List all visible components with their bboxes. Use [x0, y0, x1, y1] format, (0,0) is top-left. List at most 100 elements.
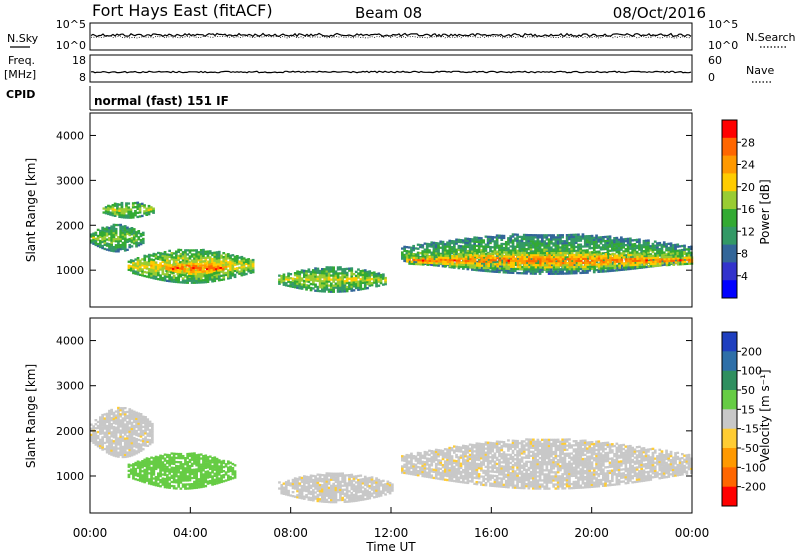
power-echo-cell — [577, 247, 580, 250]
velocity-echo-cell — [132, 465, 135, 468]
power-echo-cell — [453, 242, 456, 245]
power-echo-cell — [633, 249, 637, 252]
power-echo-cell — [152, 258, 156, 262]
power-echo-cell — [640, 244, 643, 247]
power-echo-cell — [450, 250, 454, 253]
velocity-echo-cell — [143, 470, 147, 474]
power-echo-cell — [379, 278, 383, 281]
power-echo-cell — [233, 275, 237, 279]
velocity-echo-cell — [103, 431, 107, 434]
power-echo-cell — [543, 260, 547, 263]
power-echo-cell — [192, 262, 195, 265]
velocity-echo-cell — [150, 482, 153, 486]
power-echo-cell — [660, 249, 664, 252]
power-echo-cell — [631, 243, 634, 246]
power-echo-cell — [629, 267, 632, 271]
power-echo-cell — [485, 266, 488, 270]
power-echo-cell — [110, 235, 113, 238]
power-echo-cell — [607, 265, 610, 268]
power-echo-cell — [602, 244, 605, 247]
power-echo-cell — [631, 259, 635, 263]
power-echo-cell — [495, 254, 499, 257]
power-echo-cell — [491, 267, 495, 270]
power-echo-cell — [110, 241, 113, 244]
power-echo-cell — [561, 270, 564, 273]
velocity-echo-cell — [152, 481, 156, 484]
power-echo-cell — [90, 233, 93, 236]
power-echo-cell — [638, 261, 642, 264]
power-echo-cell — [451, 261, 454, 264]
velocity-echo-cell — [186, 463, 189, 466]
power-echo-cell — [543, 256, 547, 259]
power-echo-cell — [584, 257, 588, 260]
power-echo-cell — [188, 279, 192, 282]
power-echo-cell — [96, 244, 100, 248]
power-echo-cell — [665, 259, 669, 263]
power-echo-cell — [325, 272, 329, 275]
power-echo-cell — [469, 258, 472, 261]
velocity-echo-cell — [151, 427, 154, 430]
power-echo-cell — [217, 254, 221, 258]
velocity-echo-cell — [92, 441, 95, 444]
power-echo-cell — [503, 259, 506, 262]
power-echo-cell — [530, 262, 533, 265]
power-echo-cell — [466, 239, 470, 242]
power-echo-cell — [157, 269, 160, 273]
power-echo-cell — [507, 259, 511, 262]
power-echo-cell — [125, 208, 128, 211]
velocity-echo-cell — [179, 475, 183, 478]
velocity-echo-cell — [163, 457, 167, 460]
power-echo-cell — [172, 256, 176, 259]
power-echo-cell — [577, 245, 580, 248]
power-echo-cell — [316, 275, 320, 278]
power-echo-cell — [359, 272, 363, 275]
velocity-echo-cell — [284, 481, 288, 484]
power-echo-cell — [513, 237, 517, 240]
velocity-echo-cell — [141, 470, 144, 473]
power-echo-cell — [565, 240, 569, 243]
power-echo-cell — [166, 271, 169, 274]
power-echo-cell — [339, 288, 342, 291]
velocity-echo-cell — [184, 471, 187, 474]
power-echo-cell — [462, 267, 465, 270]
power-echo-cell — [538, 242, 542, 245]
power-echo-cell — [592, 248, 596, 252]
power-echo-cell — [525, 252, 528, 255]
power-echo-cell — [525, 253, 529, 257]
power-echo-cell — [350, 273, 354, 276]
power-echo-cell — [467, 265, 470, 269]
velocity-echo-cell — [168, 454, 171, 457]
velocity-echo-cell — [161, 483, 165, 486]
velocity-echo-cell — [119, 451, 122, 455]
power-echo-cell — [251, 260, 255, 264]
power-echo-cell — [489, 235, 492, 239]
velocity-echo-cell — [117, 416, 120, 420]
velocity-echo-cell — [168, 482, 171, 485]
power-echo-cell — [459, 249, 463, 252]
power-echo-cell — [609, 258, 612, 262]
velocity-echo-cell — [103, 435, 107, 438]
velocity-echo-cell — [130, 437, 134, 441]
velocity-echo-cell — [206, 466, 210, 469]
velocity-echo-cell — [148, 424, 152, 427]
velocity-echo-cell — [126, 435, 129, 438]
velocity-echo-cell — [135, 411, 138, 414]
velocity-echo-cell — [159, 462, 162, 466]
power-echo-cell — [105, 234, 109, 237]
power-echo-cell — [480, 237, 483, 240]
power-echo-cell — [172, 258, 176, 261]
power-echo-cell — [305, 274, 308, 277]
power-echo-cell — [137, 238, 141, 241]
power-echo-cell — [455, 263, 459, 266]
power-echo-cell — [681, 263, 685, 266]
velocity-echo-cell — [175, 452, 178, 456]
power-echo-cell — [163, 261, 167, 264]
nsearch-tick-top: 10^5 — [708, 18, 738, 31]
power-echo-cell — [401, 251, 404, 254]
velocity-echo-cell — [159, 466, 162, 470]
velocity-echo-cell — [199, 477, 203, 480]
power-echo-cell — [312, 287, 315, 290]
velocity-echo-cell — [145, 457, 149, 460]
power-echo-cell — [512, 255, 515, 258]
power-echo-cell — [595, 255, 599, 258]
